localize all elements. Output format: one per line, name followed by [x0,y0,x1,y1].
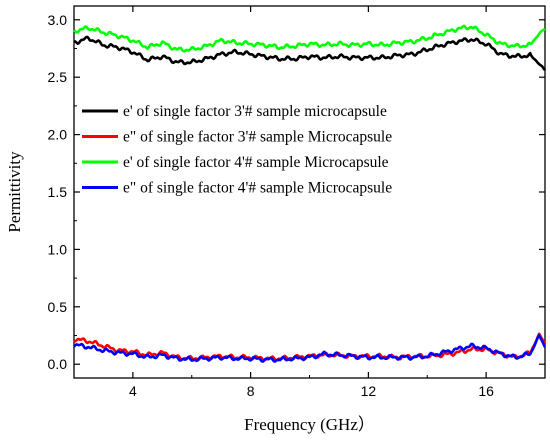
legend-label-2: e" of single factor 3'# sample Microcaps… [123,129,392,146]
axis-ticks: 4 8 12 16 0.0 0.5 1.0 1.5 2.0 2.5 3.0 [48,6,546,399]
x-tick-label: 12 [361,383,377,399]
legend-label-3: e' of single factor 4'# sample Microcaps… [123,154,389,171]
series-line-4 [73,333,546,363]
y-tick-label: 0.5 [48,299,68,315]
y-tick-label: 2.0 [48,127,68,143]
series-line-1 [73,35,547,71]
legend: e' of single factor 3'# sample microcaps… [82,103,392,197]
y-axis-title: Permittivity [5,151,24,233]
x-tick-label: 4 [129,383,137,399]
x-axis-title: Frequency (GHz） [244,415,375,434]
y-tick-label: 1.0 [48,241,68,257]
series-layer [73,24,547,363]
x-tick-label: 8 [247,383,255,399]
y-tick-label: 2.5 [48,69,68,85]
series-line-3 [73,24,546,53]
x-tick-label: 16 [478,383,494,399]
y-tick-label: 1.5 [48,184,68,200]
y-tick-label: 0.0 [48,356,68,372]
legend-label-1: e' of single factor 3'# sample microcaps… [123,103,387,120]
legend-label-4: e" of single factor 4'# sample Microcaps… [123,180,392,197]
y-tick-label: 3.0 [48,12,68,28]
